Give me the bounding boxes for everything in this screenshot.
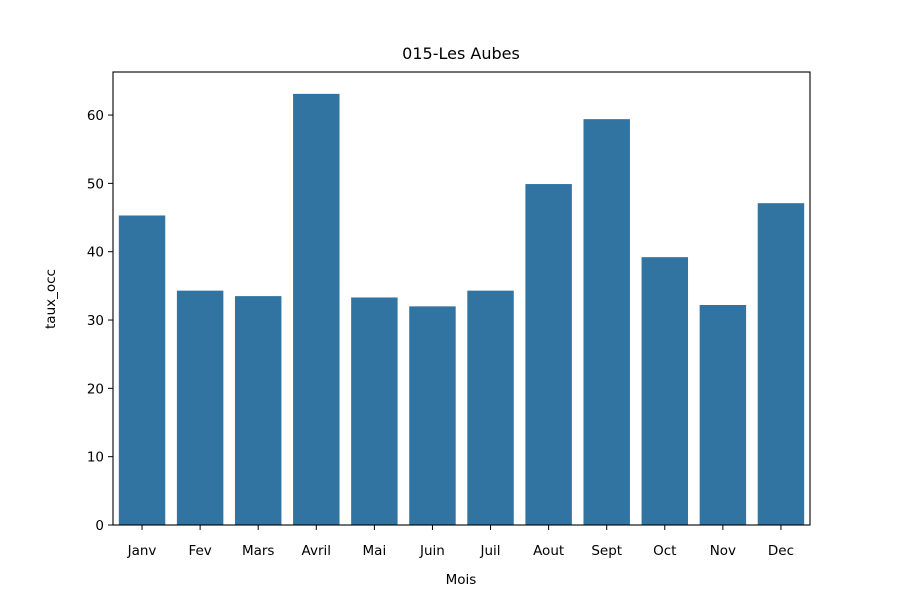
y-tick-label: 40 [87, 245, 104, 261]
bar-oct [641, 257, 689, 525]
bar-fev [176, 290, 224, 525]
x-tick-label: Oct [653, 543, 676, 559]
x-tick-label: Sept [591, 543, 622, 559]
bar-mars [234, 296, 282, 525]
y-tick-label: 10 [87, 450, 104, 466]
y-axis: 0 10 20 30 40 50 60 [87, 108, 113, 534]
bar-avril [293, 93, 340, 525]
y-tick-label: 50 [87, 176, 104, 192]
bar-aout [525, 184, 572, 525]
bar-sept [583, 119, 630, 525]
x-axis-label: Mois [446, 572, 477, 588]
x-tick-label: Mai [363, 543, 387, 559]
bar-janv [118, 215, 166, 525]
bar-dec [757, 203, 805, 525]
x-tick-label: Mars [242, 543, 275, 559]
bar-juin [409, 306, 456, 525]
x-tick-label: Nov [710, 543, 736, 559]
bar-mai [351, 297, 398, 525]
x-tick-label: Dec [768, 543, 794, 559]
plot-frame [112, 71, 811, 526]
bars-group [118, 93, 805, 525]
x-tick-label: Janv [127, 543, 157, 559]
bar-nov [699, 304, 747, 525]
x-axis: Janv Fev Mars Avril Mai Juin Juil Aout Sept Oct No… [127, 525, 794, 559]
chart-title: 015-Les Aubes [402, 44, 520, 63]
y-tick-label: 30 [87, 313, 104, 329]
x-tick-label: Juil [480, 543, 501, 559]
y-tick-label: 0 [95, 518, 104, 534]
x-tick-label: Aout [533, 543, 564, 559]
y-axis-label: taux_occ [43, 269, 59, 329]
y-tick-label: 20 [87, 381, 104, 397]
x-tick-label: Juin [419, 543, 445, 559]
x-tick-label: Fev [188, 543, 211, 559]
bar-juil [467, 290, 514, 525]
y-tick-label: 60 [87, 108, 104, 124]
x-tick-label: Avril [302, 543, 332, 559]
